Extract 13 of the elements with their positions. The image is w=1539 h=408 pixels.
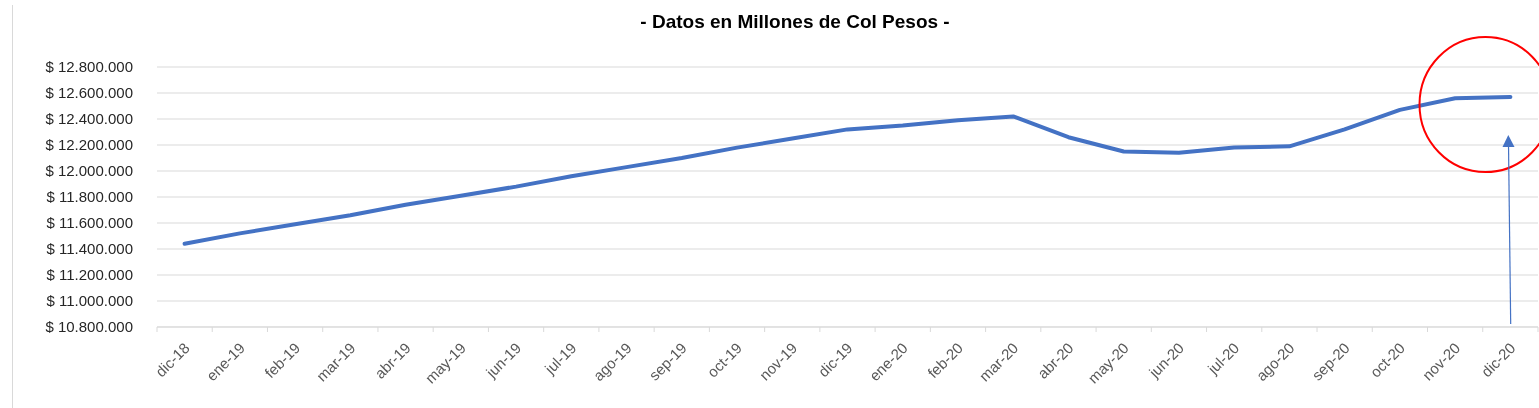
y-tick-label: $ 11.800.000 [46, 188, 133, 206]
y-tick-label: $ 12.800.000 [45, 58, 133, 76]
y-tick-label: $ 12.600.000 [45, 84, 133, 102]
y-tick-label: $ 11.200.000 [46, 266, 133, 284]
y-tick-label: $ 12.000.000 [45, 162, 133, 180]
y-tick-label: $ 12.200.000 [45, 136, 133, 154]
chart-title: - Datos en Millones de Col Pesos - [639, 10, 951, 34]
y-tick-label: $ 11.000.000 [46, 292, 133, 310]
y-tick-label: $ 10.800.000 [45, 318, 133, 336]
line-series [182, 94, 1513, 246]
y-tick-label: $ 11.400.000 [46, 240, 133, 258]
y-tick-label: $ 11.600.000 [46, 214, 133, 232]
y-tick-label: $ 12.400.000 [45, 110, 133, 128]
